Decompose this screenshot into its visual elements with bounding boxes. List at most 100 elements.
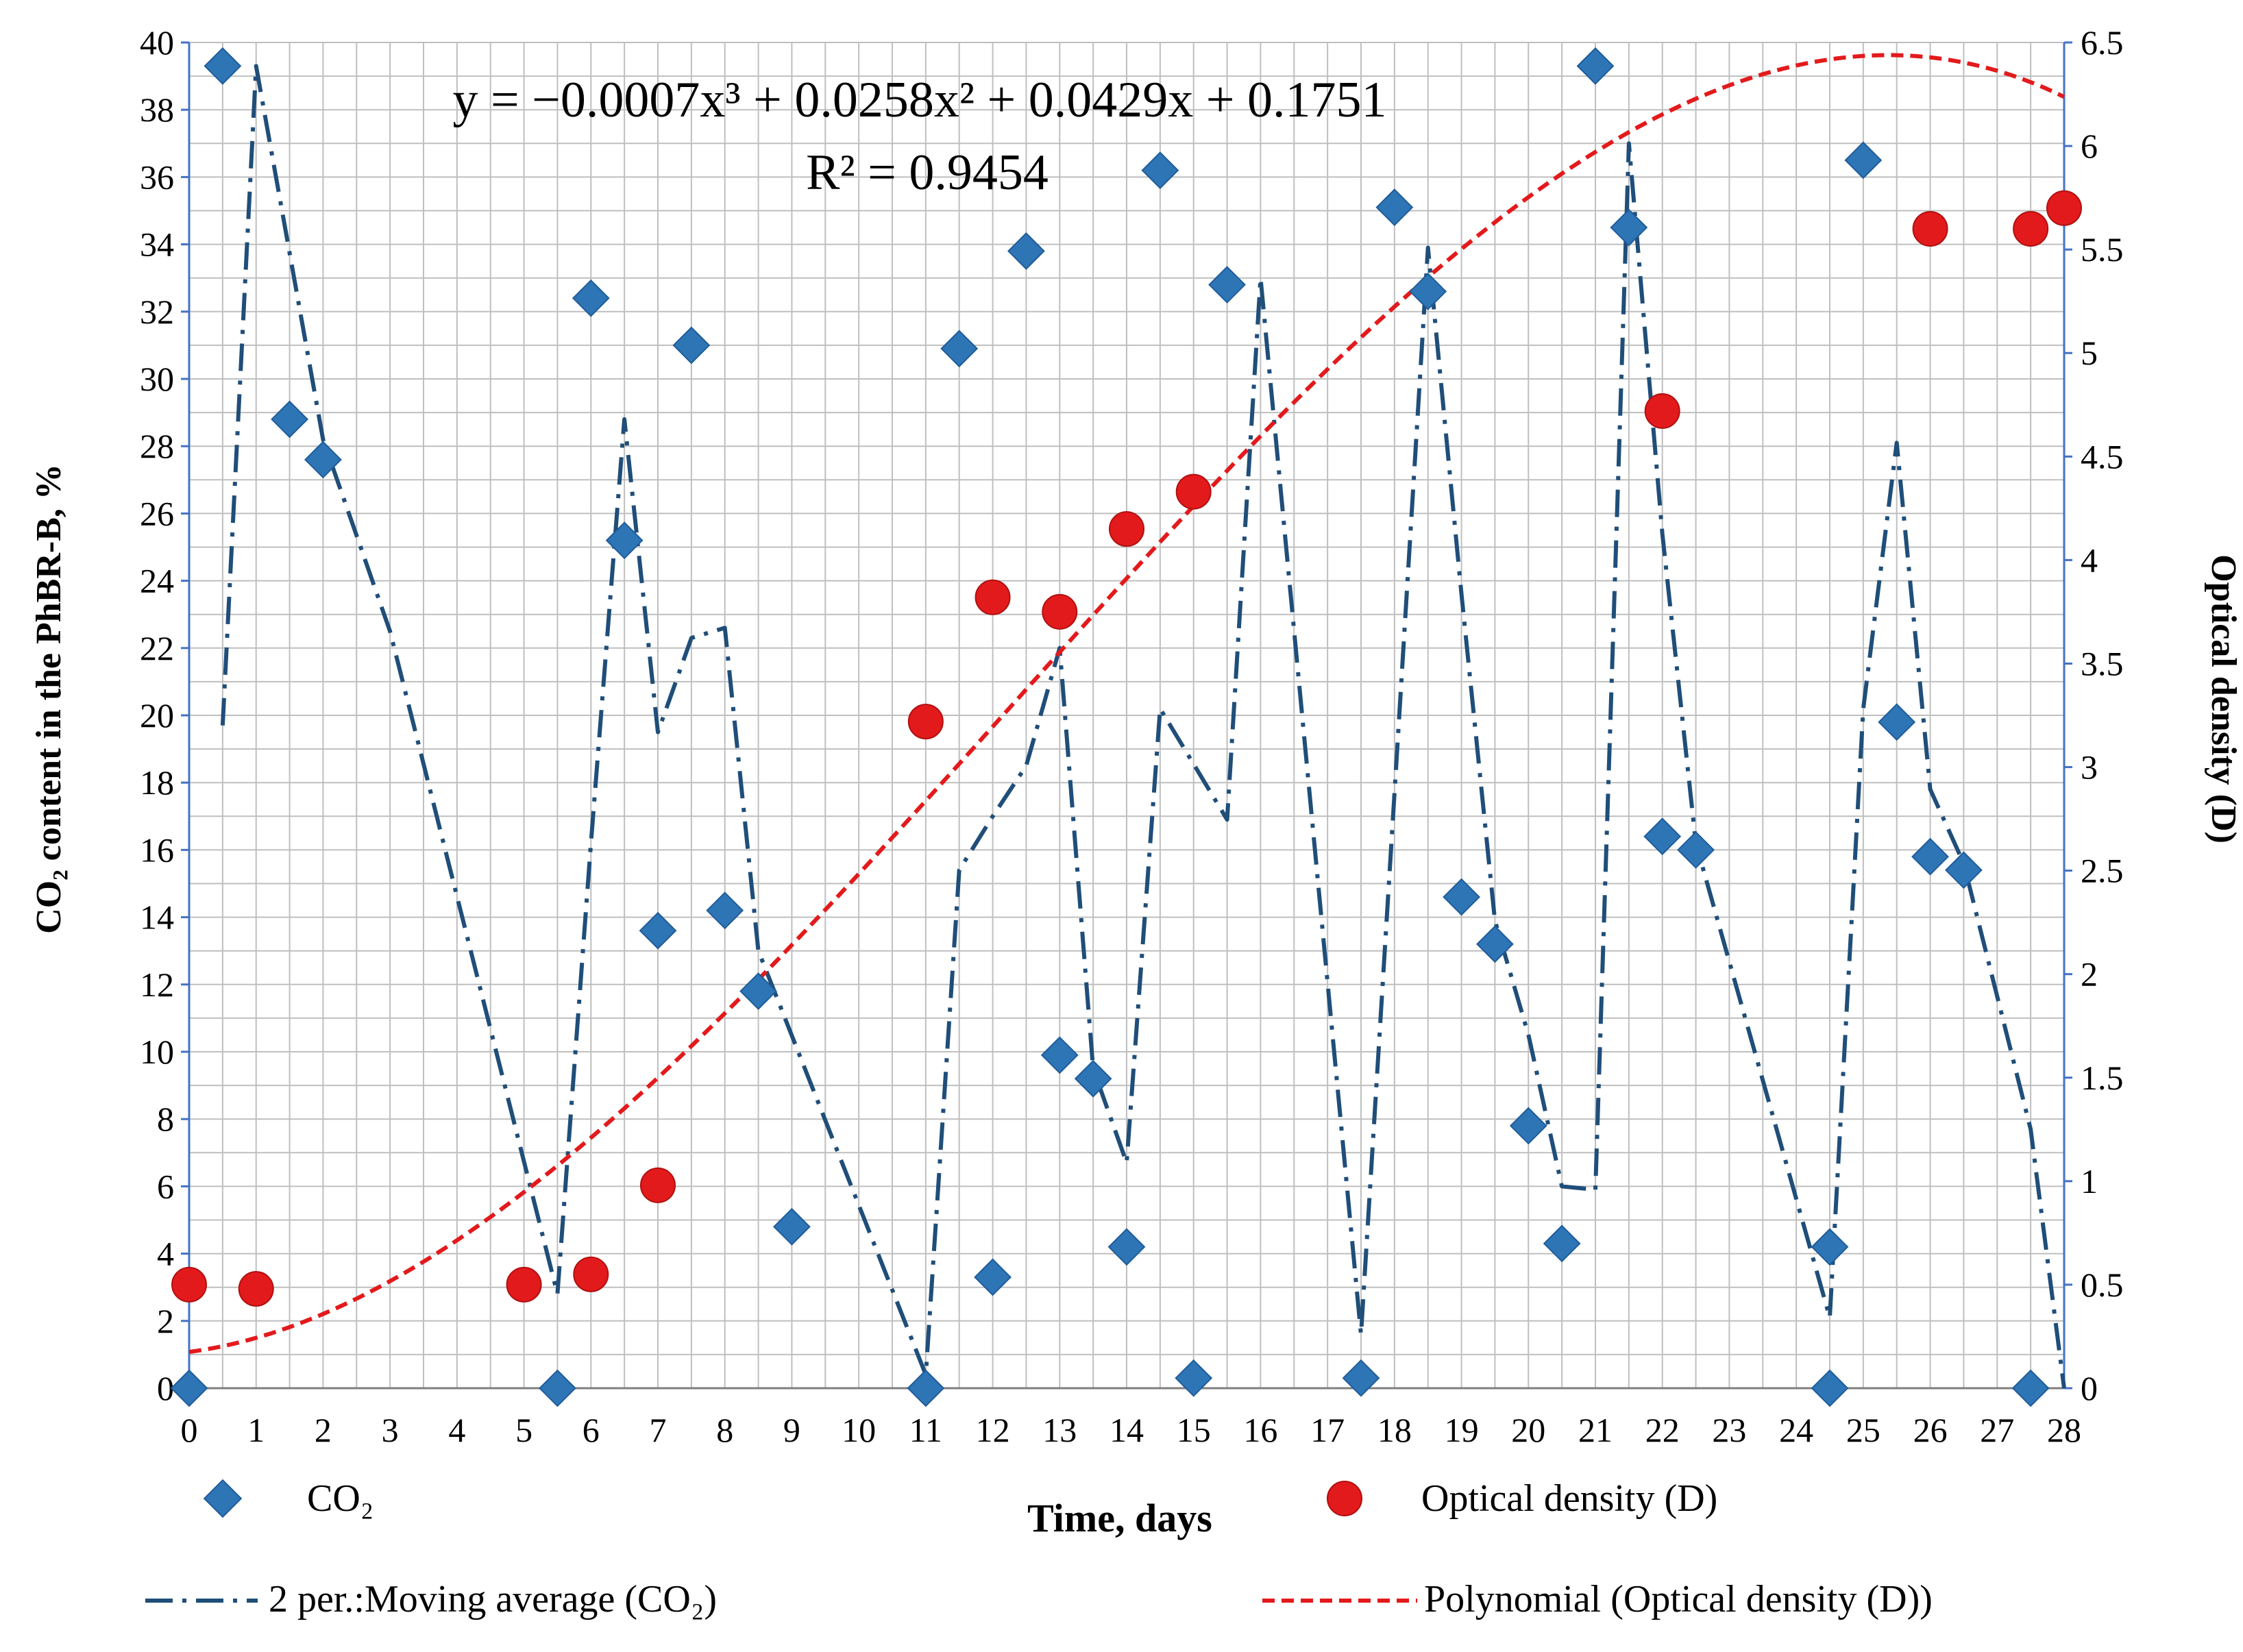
optical-density-point [2013, 210, 2049, 247]
y-right-tick-label: 2.5 [2081, 852, 2124, 890]
x-tick-label: 11 [909, 1411, 942, 1449]
x-tick-label: 13 [1042, 1411, 1077, 1449]
co2-point [1476, 925, 1514, 963]
legend-co2-marker [203, 1479, 243, 1518]
y-left-tick-label: 20 [140, 696, 174, 735]
co2-point [974, 1258, 1012, 1296]
co2-point [1342, 1359, 1380, 1397]
legend-polynomial: Polynomial (Optical density (D)) [1262, 1578, 1933, 1620]
y-left-tick-label: 6 [157, 1167, 174, 1205]
optical-density-point [2046, 190, 2082, 226]
x-tick-label: 14 [1110, 1411, 1144, 1449]
series [170, 47, 2082, 1407]
x-tick-label: 5 [515, 1411, 532, 1449]
y-left-tick-label: 40 [140, 23, 174, 62]
y-left-tick-label: 28 [140, 427, 174, 465]
y-left-tick-label: 4 [157, 1235, 174, 1273]
x-tick-label: 25 [1846, 1411, 1880, 1449]
y-left-tick-label: 30 [140, 360, 174, 398]
legend-moving-average: 2 per.:Moving average (CO₂) [145, 1578, 717, 1620]
x-tick-label: 24 [1779, 1411, 1813, 1449]
y-right-tick-label: 0.5 [2081, 1266, 2124, 1304]
y-left-tick-label: 8 [157, 1100, 174, 1138]
co2-point [1409, 272, 1447, 310]
co2-point [1040, 1036, 1079, 1074]
x-tick-label: 27 [1980, 1411, 2014, 1449]
co2-point [1141, 151, 1179, 189]
x-tick-label: 3 [382, 1411, 399, 1449]
x-tick-label: 26 [1913, 1411, 1948, 1449]
x-tick-label: 28 [2047, 1411, 2081, 1449]
co2-point [605, 521, 644, 560]
y-axis-right-title: Optical density (D) [2204, 554, 2243, 843]
co2-point [1074, 1059, 1112, 1098]
x-tick-label: 20 [1511, 1411, 1545, 1449]
co2-point [1811, 1228, 1849, 1266]
x-tick-label: 9 [783, 1411, 800, 1449]
y-left-tick-label: 38 [140, 90, 174, 129]
y-left-tick-label: 24 [140, 562, 174, 600]
y-right-tick-label: 6.5 [2081, 23, 2124, 62]
optical-density-point [1644, 393, 1680, 429]
optical-density-point [1912, 210, 1948, 247]
co2-point [1677, 830, 1715, 869]
legend-od: Optical density (D) [1327, 1477, 1717, 1520]
legend-co2: CO₂ [203, 1477, 373, 1520]
co2-point [773, 1207, 811, 1246]
legend-co2-label: CO₂ [307, 1477, 373, 1520]
co2-point [304, 441, 342, 479]
x-tick-label: 10 [842, 1411, 876, 1449]
moving-average-line [220, 64, 2066, 1389]
optical-density-point [907, 704, 944, 740]
co2-point [1610, 208, 1648, 247]
y-right-tick-label: 2 [2081, 955, 2098, 994]
y-left-tick-label: 26 [140, 494, 174, 532]
co2-point [1945, 851, 1983, 889]
co2-point [204, 47, 242, 85]
optical-density-point [506, 1266, 542, 1303]
y-left-tick-label: 12 [140, 965, 174, 1004]
x-tick-label: 16 [1243, 1411, 1277, 1449]
y-left-tick-label: 18 [140, 763, 174, 802]
x-tick-label: 18 [1377, 1411, 1412, 1449]
y-left-tick-label: 16 [140, 830, 174, 869]
co2-point [940, 330, 979, 368]
co2-point [1007, 232, 1045, 270]
legend-moving-average-label: 2 per.:Moving average (CO₂) [269, 1578, 717, 1620]
co2-point [1509, 1107, 1547, 1145]
co2-point [739, 972, 777, 1011]
co2-point [1375, 188, 1414, 227]
x-tick-label: 6 [583, 1411, 600, 1449]
y-right-tick-label: 5.5 [2081, 230, 2124, 269]
co2-point [572, 279, 610, 317]
trendline-equation: y = −0.0007x³ + 0.0258x² + 0.0429x + 0.1… [452, 72, 1386, 128]
optical-density-point [1042, 593, 1078, 630]
legend-od-label: Optical density (D) [1421, 1477, 1717, 1520]
x-tick-label: 23 [1712, 1411, 1746, 1449]
optical-density-point [238, 1270, 274, 1307]
y-right-tick-label: 1 [2081, 1162, 2098, 1200]
y-left-tick-label: 10 [140, 1033, 174, 1071]
co2-point [1175, 1359, 1213, 1397]
co2-point [170, 1369, 208, 1407]
x-tick-label: 12 [976, 1411, 1010, 1449]
x-tick-label: 4 [448, 1411, 465, 1449]
y-left-tick-label: 36 [140, 158, 174, 196]
x-tick-label: 15 [1177, 1411, 1211, 1449]
x-tick-label: 21 [1578, 1411, 1613, 1449]
y-axis-left-title: CO₂ content in the PhBR-B, % [29, 464, 69, 934]
co2-point [1576, 47, 1615, 85]
y-right-tick-label: 1.5 [2081, 1059, 2124, 1097]
y-right-tick-label: 5 [2081, 334, 2098, 372]
x-tick-label: 2 [315, 1411, 332, 1449]
co2-point [639, 911, 677, 950]
co2-point [907, 1369, 945, 1407]
co2-point [1543, 1224, 1581, 1263]
x-tick-label: 0 [181, 1411, 198, 1449]
optical-density-point [1109, 511, 1144, 547]
y-right-tick-label: 0 [2081, 1369, 2098, 1407]
grid [188, 42, 2065, 1389]
x-tick-label: 19 [1445, 1411, 1479, 1449]
co2-point [271, 400, 308, 439]
y-right-tick-label: 4 [2081, 541, 2098, 579]
